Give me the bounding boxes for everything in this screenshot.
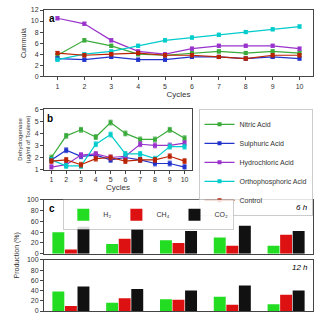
svg-text:4: 4 [136,83,140,90]
svg-text:100: 100 [27,196,39,203]
svg-text:4: 4 [35,130,39,137]
svg-text:8: 8 [244,83,248,90]
svg-text:7: 7 [138,176,142,183]
svg-text:4: 4 [35,51,39,58]
svg-text:6: 6 [35,40,39,47]
svg-text:100: 100 [27,256,39,263]
svg-text:b: b [47,113,53,124]
svg-text:CO₂: CO₂ [214,211,228,218]
svg-text:1: 1 [35,166,39,173]
svg-text:80: 80 [31,267,39,274]
svg-text:6 h: 6 h [296,203,308,212]
svg-text:60: 60 [31,277,39,284]
svg-text:6: 6 [35,106,39,113]
svg-text:5: 5 [163,83,167,90]
svg-text:20: 20 [31,297,39,304]
svg-text:5: 5 [35,118,39,125]
svg-text:Control: Control [240,197,263,204]
svg-text:Cycles: Cycles [166,90,190,99]
svg-text:10: 10 [181,176,189,183]
svg-text:Dehydrogenase(μg/ml of Toulene: Dehydrogenase(μg/ml of Toulene) [17,115,31,163]
svg-text:9: 9 [271,83,275,90]
svg-text:8: 8 [153,176,157,183]
svg-text:1: 1 [55,83,59,90]
svg-text:a: a [49,13,55,24]
svg-text:Cycles: Cycles [106,183,130,192]
svg-text:3: 3 [79,176,83,183]
svg-text:9: 9 [168,176,172,183]
svg-text:CH₄: CH₄ [156,211,169,218]
svg-text:0: 0 [35,307,39,314]
svg-text:0: 0 [35,73,39,80]
svg-text:7: 7 [217,83,221,90]
svg-text:Hydrochloric Acid: Hydrochloric Acid [240,159,294,167]
svg-text:10: 10 [31,17,39,24]
svg-text:10: 10 [296,83,304,90]
svg-text:2: 2 [35,62,39,69]
svg-text:3: 3 [109,83,113,90]
svg-text:4: 4 [94,176,98,183]
svg-text:Cummula: Cummula [20,28,27,58]
svg-text:Sulphuric Acid: Sulphuric Acid [240,140,284,148]
svg-text:60: 60 [31,218,39,225]
svg-text:2: 2 [82,83,86,90]
svg-text:8: 8 [35,29,39,36]
svg-text:12: 12 [31,6,39,13]
svg-text:c: c [49,203,55,214]
svg-text:5: 5 [109,176,113,183]
svg-text:Nitric Acid: Nitric Acid [240,121,271,128]
svg-text:2: 2 [35,154,39,161]
svg-text:6: 6 [190,83,194,90]
svg-text:40: 40 [31,287,39,294]
svg-text:20: 20 [31,239,39,246]
svg-text:0: 0 [35,250,39,257]
svg-text:80: 80 [31,207,39,214]
svg-text:12 h: 12 h [292,263,308,272]
svg-text:1: 1 [49,176,53,183]
svg-text:3: 3 [35,142,39,149]
svg-text:6: 6 [123,176,127,183]
svg-text:Production (%): Production (%) [13,232,21,278]
svg-text:Orthophosphoric Acid: Orthophosphoric Acid [240,178,307,186]
svg-text:40: 40 [31,229,39,236]
svg-text:2: 2 [64,176,68,183]
svg-text:H₂: H₂ [103,211,111,218]
